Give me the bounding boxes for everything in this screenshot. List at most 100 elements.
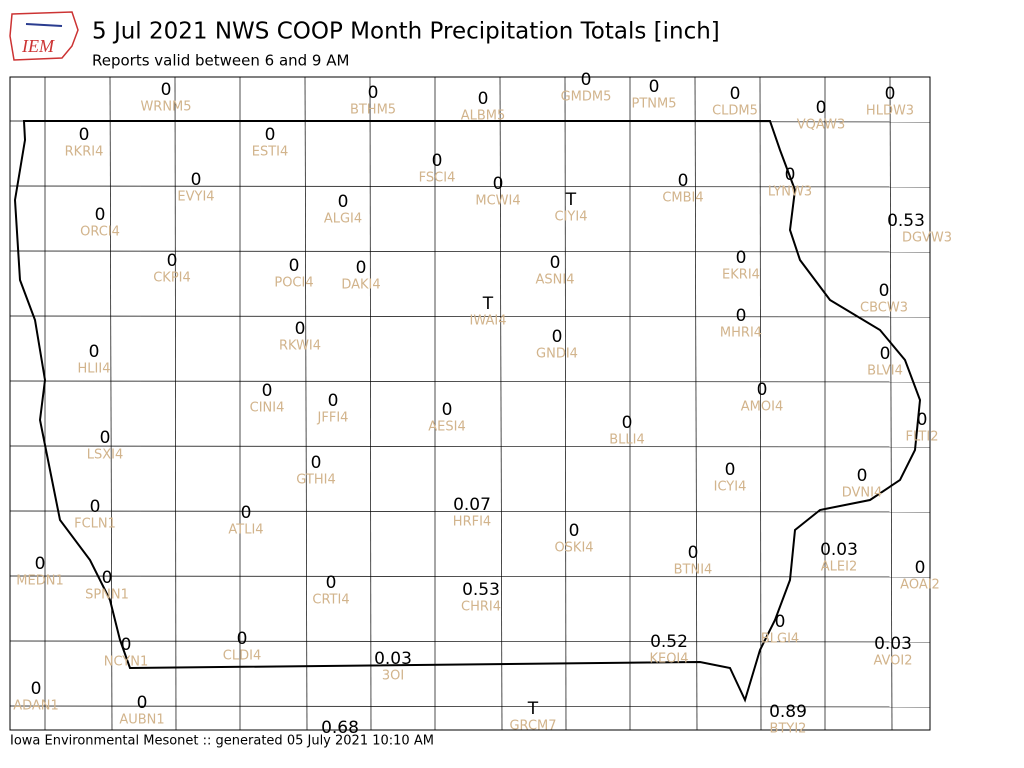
station-value: 0.03 [820, 540, 858, 560]
station-id: ICYI4 [714, 480, 747, 495]
station-id: MHRI4 [720, 326, 762, 341]
station-value: 0 [167, 251, 178, 271]
station-value: 0 [736, 248, 747, 268]
station-id: DAKI4 [341, 278, 380, 293]
station-value: 0 [241, 503, 252, 523]
station-id: NCYN1 [104, 655, 149, 670]
subtitle: Reports valid between 6 and 9 AM [92, 52, 349, 70]
county-line [369, 76, 372, 731]
station-id: BTHM5 [350, 103, 396, 118]
station-id: CLDM5 [712, 104, 758, 119]
station-value: T [527, 699, 539, 719]
station-value: 0 [736, 306, 747, 326]
station-value: 0 [857, 466, 868, 486]
county-line [9, 380, 931, 383]
logo: IEM [9, 11, 79, 61]
station-id: ADAN1 [13, 699, 59, 714]
station-value: 0 [289, 256, 300, 276]
station-value: 0 [79, 125, 90, 145]
station-id: CRTI4 [312, 593, 349, 608]
station-value: 0 [368, 83, 379, 103]
logo-text: IEM [21, 36, 55, 56]
station-value: 0 [326, 573, 337, 593]
county-line [109, 76, 113, 731]
station-id: CLDI4 [223, 649, 261, 664]
logo-mark [25, 23, 63, 27]
station-value: 0 [102, 568, 113, 588]
county-line [694, 76, 698, 731]
station-id: GNDI4 [536, 347, 578, 362]
county-line [9, 185, 931, 188]
station-id: DGVW3 [902, 231, 952, 246]
station-value: 0 [879, 281, 890, 301]
station-id: EKRI4 [722, 268, 760, 283]
county-line [9, 575, 931, 578]
station-id: LSXI4 [87, 448, 124, 463]
station-id: AOAI2 [900, 578, 940, 593]
county-line [9, 510, 931, 513]
station-value: 0 [757, 380, 768, 400]
county-line [564, 76, 567, 731]
station-id: HLII4 [78, 362, 111, 377]
station-value: 0 [478, 89, 489, 109]
station-id: VQAW3 [797, 118, 845, 133]
station-value: 0 [917, 410, 928, 430]
station-value: 0 [295, 319, 306, 339]
station-id: CINI4 [250, 401, 285, 416]
station-id: CMBI4 [662, 191, 703, 206]
station-value: 0 [137, 693, 148, 713]
station-id: POCI4 [274, 276, 313, 291]
station-id: EVYI4 [177, 190, 214, 205]
station-id: AUBN1 [119, 713, 164, 728]
station-value: 0.68 [321, 718, 359, 738]
station-id: ORCI4 [80, 225, 120, 240]
station-id: ALBM5 [461, 109, 506, 124]
station-id: BLVI4 [867, 364, 903, 379]
station-value: 0 [622, 413, 633, 433]
station-value: 0 [775, 612, 786, 632]
station-value: 0 [688, 543, 699, 563]
station-value: 0 [262, 381, 273, 401]
station-value: 0 [311, 453, 322, 473]
station-id: GTHI4 [296, 473, 335, 488]
station-value: T [565, 190, 577, 210]
map-frame [9, 76, 931, 731]
county-lines [9, 76, 931, 731]
station-id: CKPI4 [153, 271, 191, 286]
station-id: OSKI4 [554, 541, 593, 556]
station-value: 0 [90, 497, 101, 517]
station-value: 0.52 [650, 632, 688, 652]
station-id: RKRI4 [65, 145, 104, 160]
station-id: IWAI4 [470, 314, 507, 329]
station-value: 0 [493, 174, 504, 194]
station-value: 0 [338, 192, 349, 212]
station-value: 0 [265, 125, 276, 145]
state-border [13, 120, 922, 703]
station-value: 0 [89, 342, 100, 362]
station-id: ALEI2 [821, 560, 857, 575]
station-value: 0.03 [874, 634, 912, 654]
station-id: FSCI4 [419, 171, 456, 186]
station-value: 0 [678, 171, 689, 191]
station-id: ASNI4 [536, 273, 575, 288]
station-id: GMDM5 [561, 90, 612, 105]
station-id: ESTI4 [252, 145, 289, 160]
station-value: 0 [581, 70, 592, 90]
station-id: 3OI [382, 669, 404, 684]
station-value: 0 [95, 205, 106, 225]
station-value: 0.07 [453, 495, 491, 515]
station-id: ALGI4 [324, 212, 362, 227]
station-value: 0 [649, 77, 660, 97]
station-value: 0.89 [769, 702, 807, 722]
station-id: FCLN1 [74, 517, 116, 532]
county-line [9, 445, 931, 448]
county-line [174, 76, 177, 731]
station-value: 0 [550, 253, 561, 273]
station-value: 0 [885, 84, 896, 104]
station-value: 0 [31, 679, 42, 699]
station-value: 0 [816, 98, 827, 118]
county-line [759, 76, 762, 731]
station-id: DVNI4 [842, 486, 883, 501]
county-line [9, 315, 931, 318]
